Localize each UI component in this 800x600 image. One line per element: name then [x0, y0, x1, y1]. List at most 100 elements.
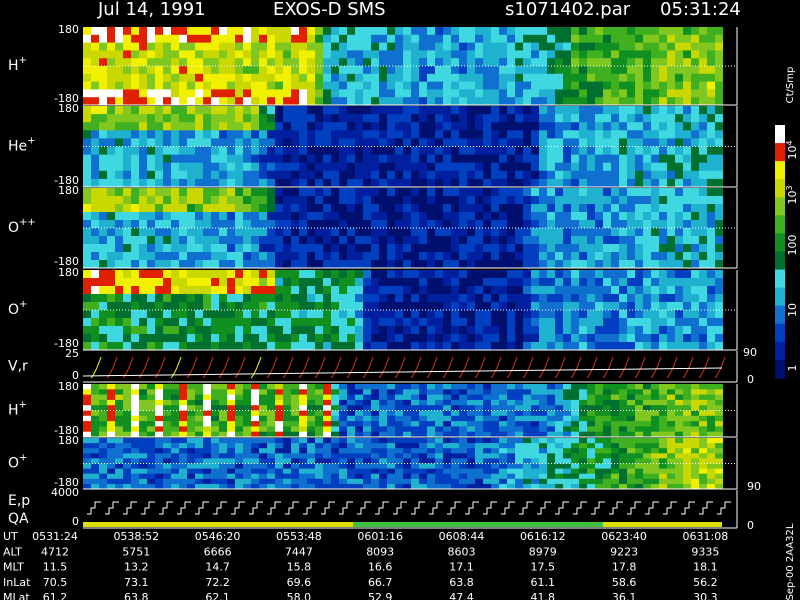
spectrogram-cell: [211, 196, 219, 205]
sawtooth: [250, 356, 262, 379]
spectrogram-cell: [419, 106, 427, 115]
spectrogram-cell: [267, 81, 275, 90]
spectrogram-cell: [603, 286, 611, 295]
spectrogram-cell: [235, 252, 243, 261]
spectrogram-cell: [171, 50, 179, 59]
spectrogram-cell: [491, 405, 499, 411]
spectrogram-cell: [219, 342, 227, 351]
spectrogram-cell: [443, 220, 451, 229]
spectrogram-cell: [299, 106, 307, 115]
spectrogram-cell: [651, 58, 659, 67]
spectrogram-cell: [451, 389, 459, 396]
spectrogram-cell: [531, 138, 539, 147]
spectrogram-cell: [539, 443, 547, 449]
spectrogram-cell: [643, 27, 651, 36]
spectrogram-cell: [603, 468, 611, 475]
spectrogram-cell: [115, 478, 123, 485]
spectrogram-cell: [555, 318, 563, 327]
spectrogram-cell: [347, 342, 355, 351]
spectrogram-cell: [267, 42, 275, 51]
spectrogram-cell: [699, 154, 707, 164]
spectrogram-cell: [379, 270, 387, 279]
spectrogram-cell: [419, 42, 427, 51]
spectrogram-cell: [363, 286, 371, 295]
y-top: 180: [58, 380, 79, 393]
spectrogram-cell: [123, 478, 131, 485]
spectrogram-cell: [691, 310, 699, 319]
spectrogram-cell: [659, 236, 667, 245]
spectrogram-cell: [659, 244, 667, 253]
spectrogram-cell: [611, 188, 619, 197]
spectrogram-cell: [467, 310, 475, 319]
spectrogram-cell: [395, 252, 403, 261]
spectrogram-cell: [379, 410, 387, 417]
spectrogram-cell: [131, 220, 139, 229]
spectrogram-cell: [363, 334, 371, 343]
spectrogram-cell: [587, 42, 595, 51]
spectrogram-cell: [675, 310, 683, 319]
spectrogram-cell: [427, 204, 435, 213]
spectrogram-cell: [147, 326, 155, 335]
spectrogram-cell: [379, 170, 387, 180]
spectrogram-cell: [579, 154, 587, 164]
spectrogram-cell: [499, 170, 507, 180]
spectrogram-cell: [123, 27, 131, 36]
spectrogram-cell: [235, 394, 243, 401]
spectrogram-cell: [603, 326, 611, 335]
spectrogram-cell: [315, 334, 323, 343]
spectrogram-cell: [475, 421, 483, 427]
spectrogram-cell: [387, 286, 395, 295]
sawtooth: [410, 356, 422, 379]
spectrogram-cell: [299, 426, 307, 433]
spectrogram-cell: [227, 270, 235, 279]
spectrogram-cell: [491, 431, 499, 438]
spectrogram-cell: [459, 473, 467, 480]
spectrogram-cell: [131, 399, 139, 406]
spectrogram-cell: [619, 384, 627, 390]
spectrogram-cell: [547, 114, 555, 123]
spectrogram-cell: [275, 81, 283, 90]
spectrogram-cell: [315, 236, 323, 245]
spectrogram-cell: [419, 50, 427, 59]
spectrogram-cell: [275, 410, 283, 417]
spectrogram-cell: [659, 294, 667, 303]
spectrogram-cell: [539, 236, 547, 245]
spectrogram-cell: [515, 389, 523, 396]
spectrogram-cell: [531, 302, 539, 311]
spectrogram-cell: [355, 458, 363, 464]
spectrogram-cell: [339, 89, 347, 98]
spectrogram-cell: [635, 463, 643, 470]
spectrogram-cell: [339, 260, 347, 269]
spectrogram-cell: [619, 138, 627, 147]
spectrogram-cell: [563, 294, 571, 303]
spectrogram-cell: [619, 162, 627, 172]
staircase: [699, 501, 713, 515]
spectrogram-cell: [547, 334, 555, 343]
spectrogram-cell: [571, 405, 579, 411]
spectrogram-cell: [619, 170, 627, 180]
spectrogram-cell: [299, 310, 307, 319]
spectrogram-cell: [275, 438, 283, 444]
spectrogram-cell: [699, 415, 707, 422]
spectrogram-cell: [635, 162, 643, 172]
spectrogram-cell: [235, 431, 243, 438]
spectrogram-cell: [195, 421, 203, 427]
spectrogram-cell: [219, 170, 227, 180]
spectrogram-cell: [627, 310, 635, 319]
spectrogram-cell: [491, 278, 499, 287]
spectrogram-cell: [675, 34, 683, 44]
spectrogram-cell: [579, 431, 587, 438]
spectrogram-cell: [571, 81, 579, 90]
spectrogram-cell: [163, 399, 171, 406]
spectrogram-cell: [123, 162, 131, 172]
spectrogram-cell: [491, 426, 499, 433]
spectrogram-cell: [659, 270, 667, 279]
spectrogram-cell: [547, 286, 555, 295]
spectrogram-cell: [491, 212, 499, 221]
spectrogram-cell: [139, 421, 147, 427]
spectrogram-cell: [163, 334, 171, 343]
spectrogram-cell: [707, 27, 715, 36]
spectrogram-cell: [595, 410, 603, 417]
spectrogram-cell: [715, 212, 723, 221]
spectrogram-cell: [99, 138, 107, 147]
